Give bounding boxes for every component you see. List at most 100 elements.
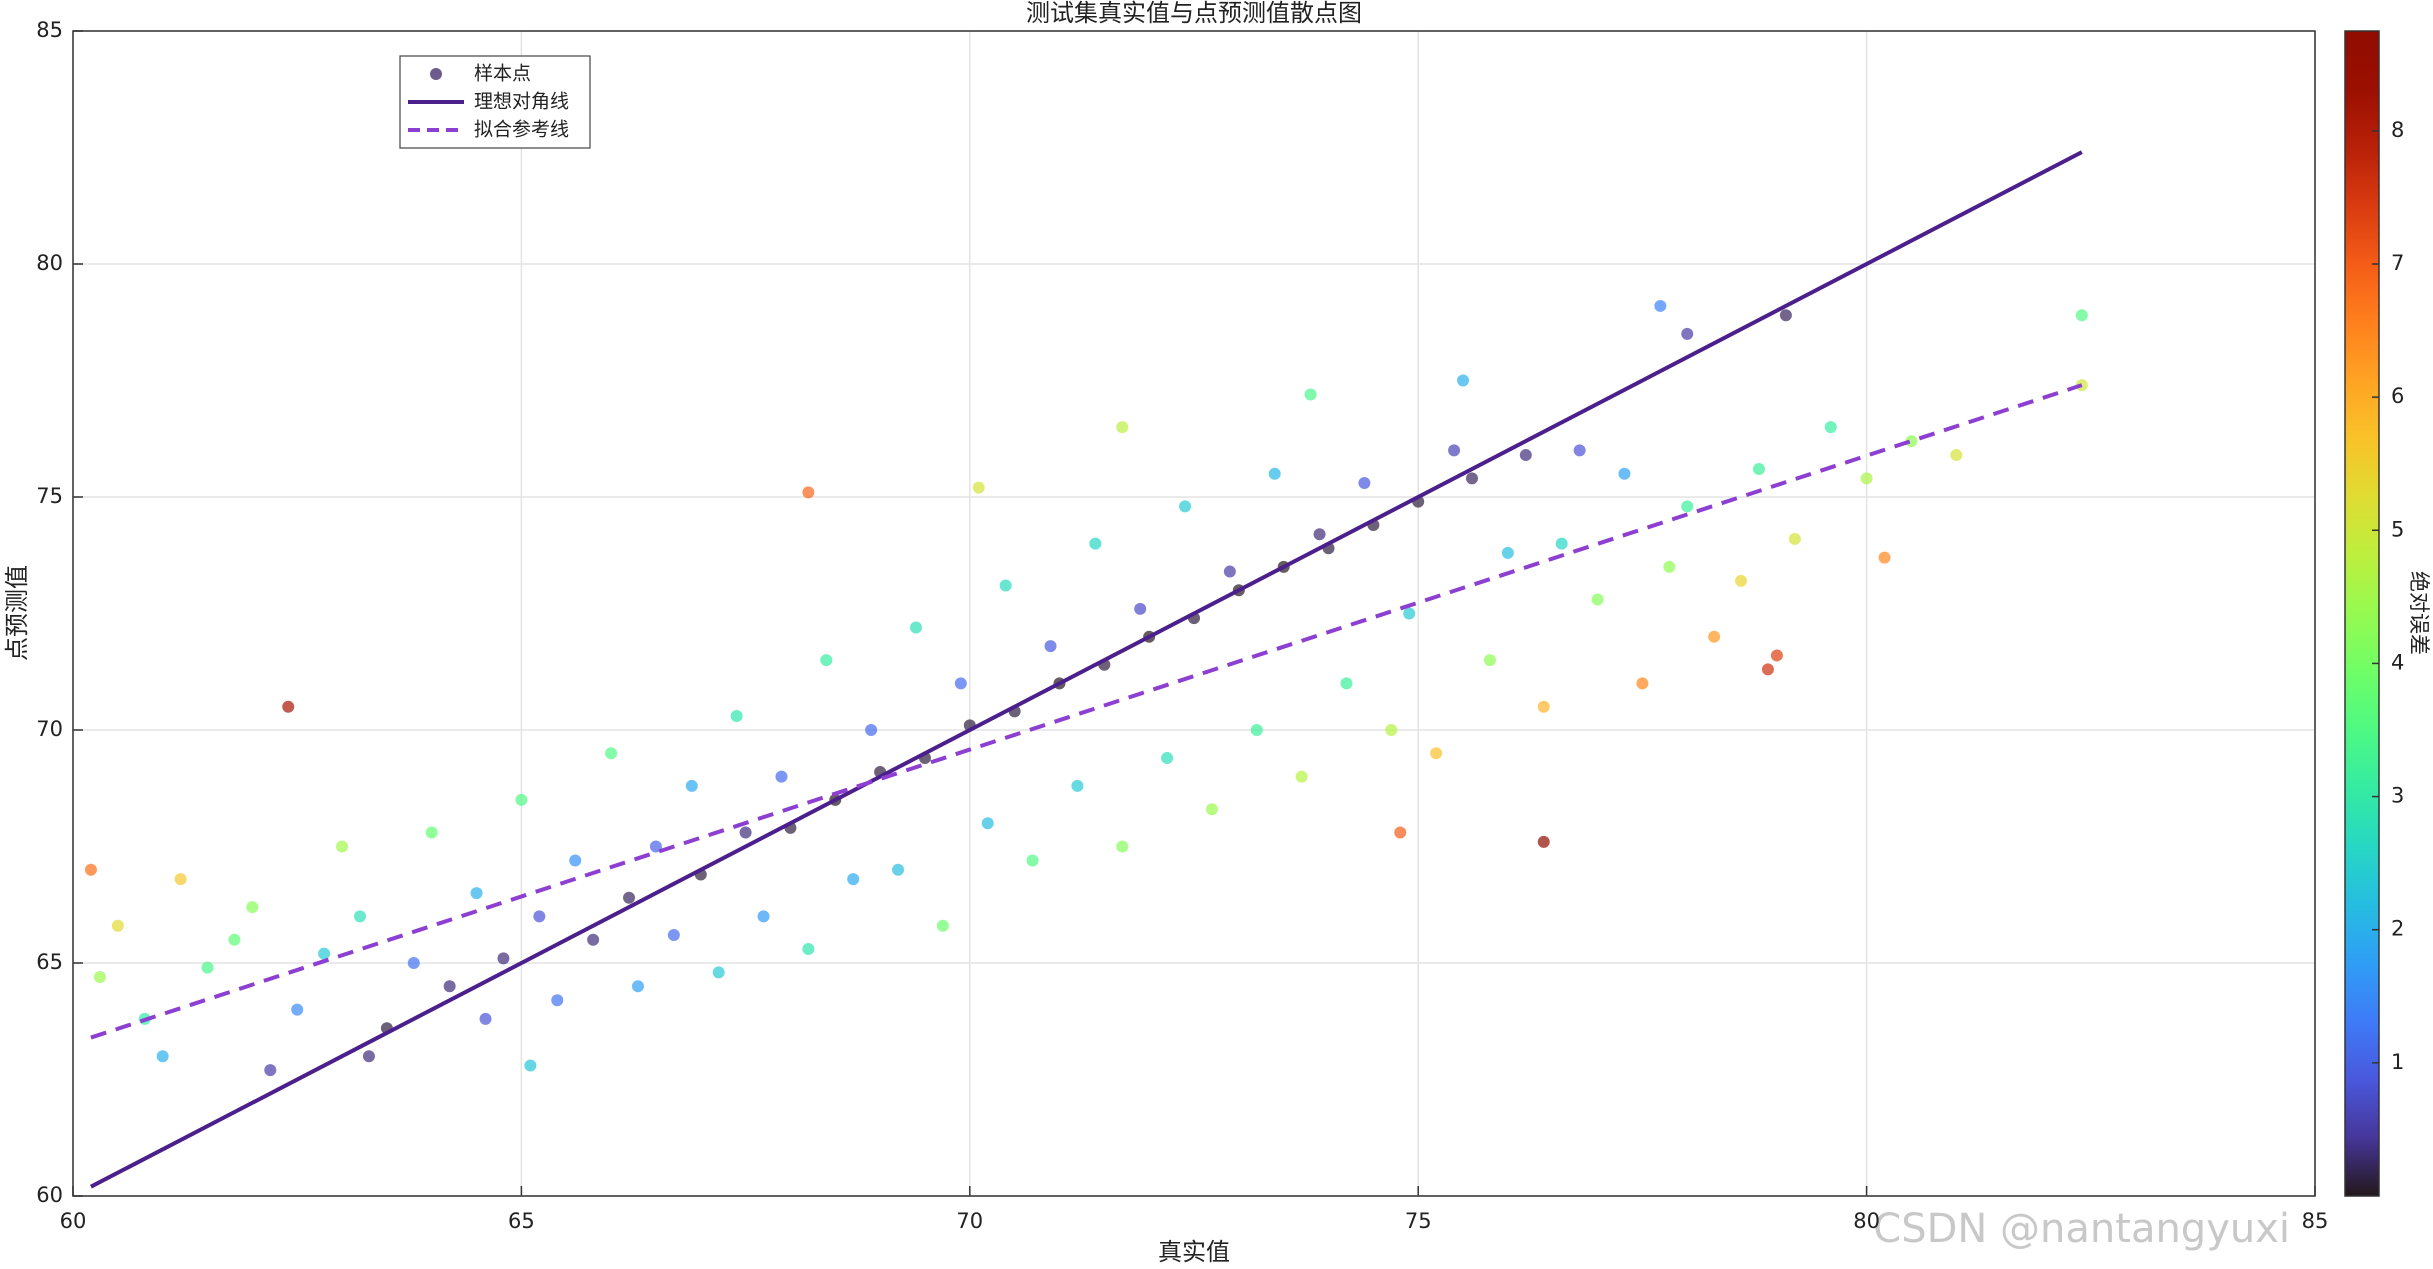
sample-point [1708, 630, 1721, 643]
colorbar-tick-label: 5 [2391, 517, 2404, 541]
sample-point [291, 1003, 304, 1016]
sample-point [1537, 700, 1550, 713]
legend-marker [430, 68, 442, 80]
sample-point [1555, 537, 1568, 550]
sample-point [1295, 770, 1308, 783]
sample-point [1116, 421, 1129, 434]
sample-point [1573, 444, 1586, 457]
sample-point [909, 621, 922, 634]
sample-point [201, 961, 214, 974]
sample-point [1161, 751, 1174, 764]
plot-frame [72, 30, 2316, 1197]
sample-point [1385, 724, 1398, 736]
sample-point [667, 929, 680, 942]
x-tick-label: 85 [2302, 1209, 2329, 1233]
sample-point [533, 910, 546, 923]
sample-point [954, 677, 967, 690]
sample-point [246, 901, 259, 914]
sample-point [1457, 374, 1470, 387]
sample-point [515, 793, 528, 806]
sample-point [1250, 724, 1263, 736]
sample-point [1681, 327, 1694, 340]
sample-point [84, 863, 97, 876]
sample-point [479, 1012, 492, 1025]
legend-label: 理想对角线 [474, 91, 569, 113]
y-tick-label: 65 [36, 950, 63, 974]
x-tick-label: 75 [1405, 1209, 1432, 1233]
sample-point [936, 919, 949, 932]
sample-point [282, 700, 295, 713]
sample-point [865, 724, 878, 736]
y-tick-label: 60 [36, 1183, 63, 1207]
sample-point [981, 817, 994, 830]
sample-point [1591, 593, 1604, 606]
x-tick-label: 65 [508, 1209, 535, 1233]
sample-point [1116, 840, 1129, 853]
sample-point [470, 887, 483, 900]
sample-point [775, 770, 788, 783]
x-tick-label: 60 [60, 1209, 87, 1233]
sample-point [551, 994, 564, 1007]
x-tick-label: 70 [956, 1209, 983, 1233]
sample-point [999, 579, 1012, 592]
sample-point [336, 840, 349, 853]
watermark: CSDN @nantangyuxi [1873, 1206, 2290, 1252]
sample-point [730, 710, 743, 723]
sample-point [1044, 640, 1057, 653]
sample-point [353, 910, 366, 923]
sample-point [1752, 463, 1765, 476]
sample-point [1788, 532, 1801, 545]
colorbar-tick-label: 8 [2391, 118, 2404, 142]
sample-point [264, 1064, 277, 1077]
sample-point [1340, 677, 1353, 690]
x-axis-label: 真实值 [1158, 1238, 1230, 1266]
sample-point [1313, 528, 1326, 541]
sample-point [757, 910, 770, 923]
sample-point [1483, 654, 1496, 667]
sample-point [569, 854, 582, 867]
sample-point [587, 933, 600, 946]
sample-point [802, 943, 815, 956]
sample-point [972, 481, 985, 494]
colorbar-tick-label: 7 [2391, 251, 2404, 275]
sample-point [1950, 449, 1963, 462]
sample-point [1636, 677, 1649, 690]
sample-point [524, 1059, 537, 1072]
sample-point [1770, 649, 1783, 662]
sample-point [739, 826, 752, 839]
sample-point [1663, 560, 1676, 573]
sample-point [156, 1050, 169, 1063]
sample-point [1205, 803, 1218, 816]
sample-point [685, 779, 698, 792]
sample-point [1860, 472, 1873, 485]
sample-point [1304, 388, 1317, 401]
sample-point [1761, 663, 1774, 676]
sample-point [820, 654, 833, 667]
sample-point [1654, 299, 1667, 312]
sample-point [1878, 551, 1891, 564]
y-tick-label: 70 [36, 717, 63, 741]
sample-point [605, 747, 618, 760]
sample-point [407, 957, 420, 969]
legend-label: 样本点 [474, 63, 531, 85]
sample-point [1223, 565, 1236, 578]
sample-point [1618, 467, 1631, 480]
sample-point [1501, 546, 1514, 559]
sample-point [93, 970, 106, 983]
colorbar [2344, 30, 2380, 1197]
sample-point [1358, 477, 1371, 490]
sample-point [1403, 607, 1416, 620]
colorbar-label: 绝对误差 [2407, 571, 2431, 655]
sample-point [1430, 747, 1443, 760]
sample-point [1134, 602, 1147, 615]
y-tick-label: 80 [36, 251, 63, 275]
sample-point [1089, 537, 1102, 550]
sample-point [425, 826, 438, 839]
y-tick-label: 75 [36, 484, 63, 508]
y-axis-label: 点预测值 [3, 565, 31, 661]
y-tick-label: 85 [36, 18, 63, 42]
sample-point [362, 1050, 375, 1063]
sample-point [1026, 854, 1039, 867]
sample-point [1466, 472, 1479, 485]
